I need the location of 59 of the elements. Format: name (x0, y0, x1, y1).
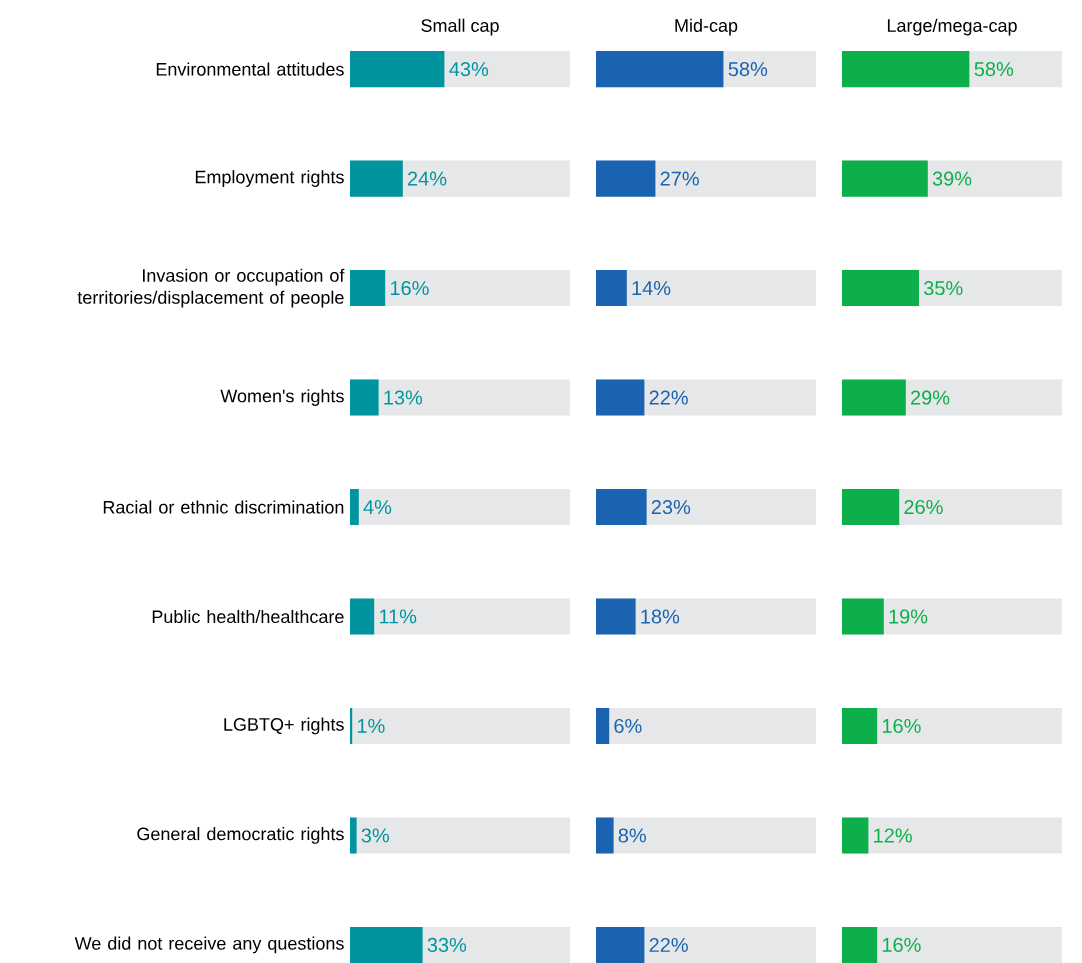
chart-title: Mid-cap (675, 18, 738, 36)
bar (350, 269, 386, 307)
bar (350, 488, 359, 526)
data-label: 33% (427, 937, 467, 953)
data-label: 35% (923, 280, 963, 296)
data-label: 22% (649, 390, 688, 405)
data-label: 22% (649, 937, 688, 952)
bar (596, 379, 645, 416)
y-tick-label: We did not receive any questions (74, 936, 344, 954)
data-label: 23% (651, 499, 691, 515)
bar (350, 817, 357, 854)
bar (842, 379, 906, 416)
bar (350, 598, 375, 635)
data-label: 6% (614, 718, 642, 734)
data-label: 1% (357, 718, 385, 733)
data-label: 29% (911, 390, 950, 405)
y-tick-label: Employment rights (195, 170, 344, 187)
y-tick-label: General democratic rights (137, 827, 344, 844)
data-label: 16% (882, 718, 921, 734)
data-label: 8% (618, 828, 646, 843)
chart-title: Large/mega-cap (887, 18, 1017, 36)
bar (596, 269, 627, 307)
bar (842, 707, 878, 745)
data-label: 14% (632, 281, 671, 296)
bar (596, 926, 645, 963)
data-label: 58% (728, 62, 768, 77)
bar (842, 926, 878, 963)
data-label: 26% (904, 499, 943, 515)
y-tick-label: Public health/healthcare (152, 609, 344, 624)
bar (842, 817, 869, 854)
data-label: 16% (882, 937, 921, 953)
bar (350, 707, 353, 745)
bar (842, 598, 884, 635)
bar (596, 598, 636, 635)
data-label: 27% (660, 171, 699, 186)
bar (596, 817, 614, 854)
bar (596, 160, 656, 197)
y-tick-label: Racial or ethnic discrimination (103, 500, 344, 514)
bar (350, 160, 403, 197)
y-tick-label: Invasion or occupation of territories/displacement of people (77, 268, 345, 308)
y-tick-label: LGBTQ+ rights (224, 717, 344, 735)
data-label: 13% (384, 390, 423, 405)
data-label: 39% (932, 171, 972, 186)
data-label: 11% (379, 609, 417, 624)
data-label: 16% (390, 280, 429, 296)
data-label: 58% (974, 62, 1014, 77)
data-label: 19% (889, 609, 928, 624)
data-label: 43% (449, 62, 489, 77)
y-tick-label: Women's rights (220, 389, 344, 406)
data-label: 3% (361, 828, 389, 843)
data-label: 4% (363, 500, 392, 514)
chart-title: Small cap (421, 18, 499, 36)
data-label: 18% (641, 609, 680, 624)
data-label: 12% (874, 828, 912, 843)
data-label: 24% (408, 171, 447, 186)
bar (350, 379, 379, 416)
bar (596, 707, 610, 745)
bar (596, 488, 647, 526)
y-tick-label: Environmental attitudes (156, 62, 344, 76)
